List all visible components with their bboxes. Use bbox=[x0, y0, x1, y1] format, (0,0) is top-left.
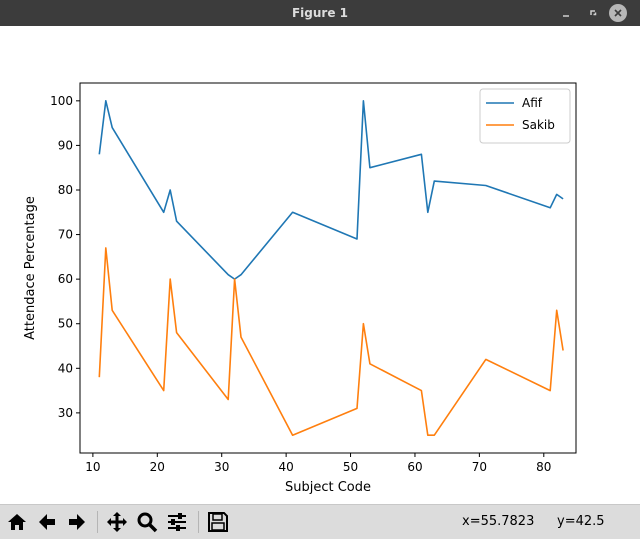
series-line-sakib bbox=[98, 247, 564, 437]
x-tick-label: 70 bbox=[472, 460, 487, 474]
back-arrow-icon bbox=[39, 514, 55, 530]
window-titlebar: Figure 1 bbox=[0, 0, 640, 26]
y-tick-label: 30 bbox=[58, 406, 73, 420]
x-coordinate-readout: x=55.7823 bbox=[462, 514, 535, 529]
x-tick-label: 30 bbox=[214, 460, 229, 474]
configure-subplots-icon bbox=[168, 513, 186, 531]
legend-label-afif: Afif bbox=[522, 96, 543, 110]
line-chart: 10 20 30 40 50 60 70 80 30 40 50 60 70 80 90 100 Subjec… bbox=[23, 82, 577, 495]
zoom-button[interactable] bbox=[134, 509, 160, 535]
plot-area bbox=[79, 82, 577, 454]
x-axis-label: Subject Code bbox=[285, 480, 371, 495]
x-tick-label: 10 bbox=[85, 460, 100, 474]
minimize-icon bbox=[563, 15, 569, 17]
maximize-icon bbox=[590, 10, 597, 16]
configure-subplots-button[interactable] bbox=[164, 509, 190, 535]
zoom-icon bbox=[137, 512, 158, 533]
close-icon bbox=[614, 9, 622, 17]
y-tick-label: 50 bbox=[58, 317, 73, 331]
pan-button[interactable] bbox=[104, 509, 130, 535]
x-tick-label: 20 bbox=[150, 460, 165, 474]
figure-canvas[interactable]: 10 20 30 40 50 60 70 80 30 40 50 60 70 80 90 100 Subjec… bbox=[0, 26, 640, 504]
legend: Afif Sakib bbox=[479, 88, 571, 144]
save-button[interactable] bbox=[205, 509, 231, 535]
pan-icon bbox=[107, 512, 127, 532]
toolbar-separator bbox=[198, 511, 199, 533]
y-tick-label: 60 bbox=[58, 272, 73, 286]
forward-arrow-icon bbox=[69, 514, 85, 530]
toolbar-separator bbox=[97, 511, 98, 533]
x-tick-label: 50 bbox=[343, 460, 358, 474]
y-tick-label: 70 bbox=[58, 228, 73, 242]
y-tick-label: 100 bbox=[50, 94, 73, 108]
save-icon bbox=[208, 512, 228, 532]
y-tick-label: 80 bbox=[58, 183, 73, 197]
x-tick-label: 60 bbox=[407, 460, 422, 474]
maximize-button[interactable] bbox=[584, 4, 602, 22]
y-tick-label: 90 bbox=[58, 138, 73, 152]
y-coordinate-readout: y=42.5 bbox=[557, 514, 605, 529]
back-button[interactable] bbox=[34, 509, 60, 535]
minimize-button[interactable] bbox=[557, 4, 575, 22]
forward-button[interactable] bbox=[64, 509, 90, 535]
window-title: Figure 1 bbox=[291, 6, 349, 20]
navigation-toolbar: x=55.7823 y=42.5 bbox=[0, 504, 640, 539]
home-button[interactable] bbox=[4, 509, 30, 535]
series-line-afif bbox=[98, 100, 564, 280]
y-tick-label: 40 bbox=[58, 361, 73, 375]
home-icon bbox=[8, 514, 26, 530]
y-axis-label: Attendace Percentage bbox=[23, 196, 38, 340]
x-tick-label: 40 bbox=[278, 460, 293, 474]
legend-label-sakib: Sakib bbox=[522, 118, 555, 132]
close-button[interactable] bbox=[609, 4, 627, 22]
x-tick-label: 80 bbox=[536, 460, 551, 474]
